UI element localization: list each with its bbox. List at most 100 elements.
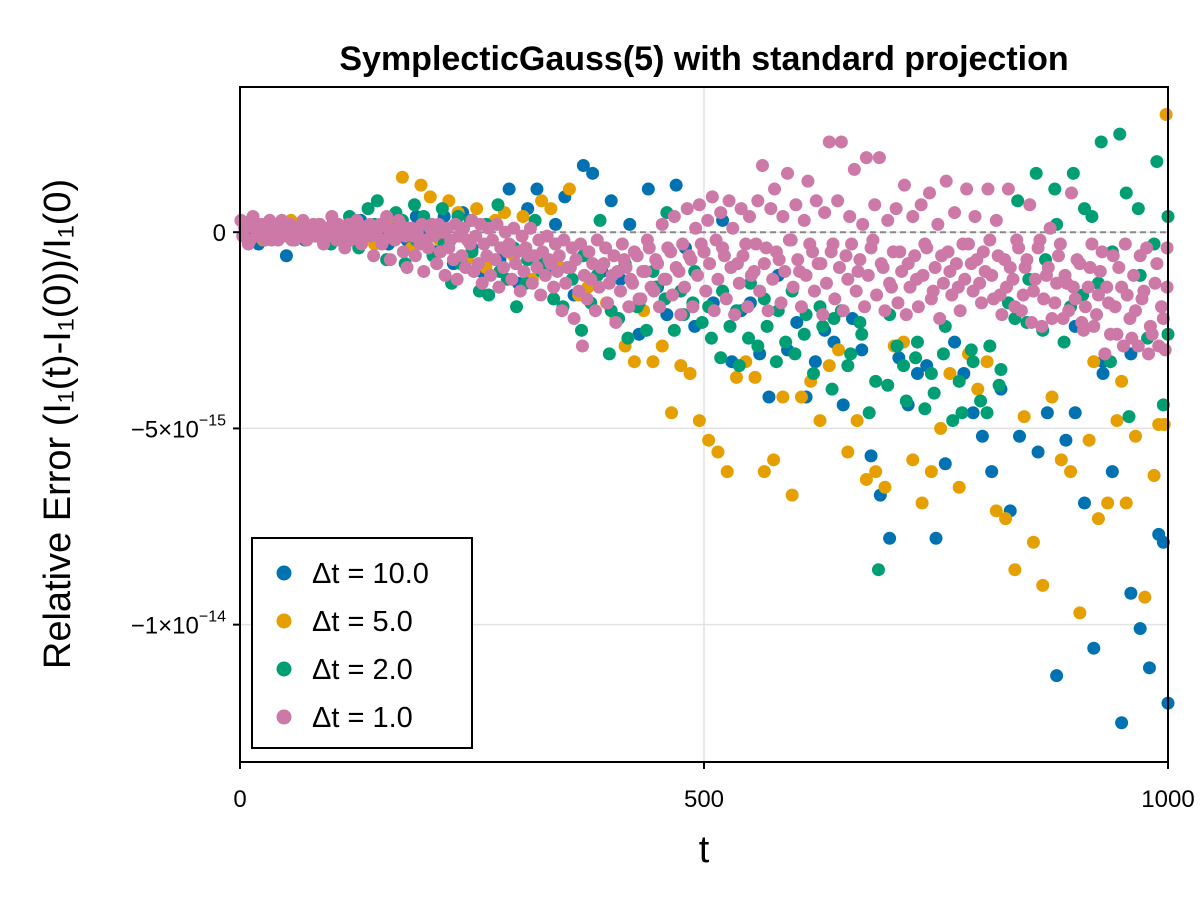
data-point (547, 292, 561, 306)
data-point (621, 331, 635, 345)
legend-items: Δt = 10.0 Δt = 5.0 Δt = 2.0 Δt = 1.0 (276, 558, 429, 734)
data-point (1016, 288, 1030, 302)
data-point (834, 135, 848, 149)
data-point (994, 363, 1008, 377)
data-point (961, 237, 975, 251)
data-point (818, 206, 832, 220)
data-point (417, 264, 431, 278)
data-point (438, 268, 452, 282)
data-point (627, 245, 641, 259)
data-point (423, 190, 437, 204)
data-point (776, 210, 790, 224)
chart-title: SymplecticGauss(5) with standard project… (339, 40, 1068, 78)
data-point (764, 202, 778, 216)
data-point (971, 382, 985, 396)
data-point (1108, 300, 1122, 314)
data-point (377, 233, 391, 247)
data-point (1057, 335, 1071, 349)
data-point (510, 245, 524, 259)
data-point (822, 135, 836, 149)
data-point (1145, 327, 1159, 341)
data-point (627, 355, 641, 369)
data-point (886, 245, 900, 259)
data-point (803, 237, 817, 251)
data-point (891, 296, 905, 310)
legend-marker (276, 661, 292, 677)
legend-marker (276, 709, 292, 725)
data-point (395, 170, 409, 184)
data-point (703, 257, 717, 271)
data-point (1070, 253, 1084, 267)
data-point (694, 237, 708, 251)
data-point (396, 245, 410, 259)
data-point (924, 292, 938, 306)
x-axis-ticks: 0 500 1000 (233, 762, 1195, 813)
data-point (470, 202, 484, 216)
data-point (847, 162, 861, 176)
data-point (761, 304, 775, 318)
data-point (981, 182, 995, 196)
data-point (759, 241, 773, 255)
data-point (841, 272, 855, 286)
data-point (955, 406, 969, 420)
data-point (742, 210, 756, 224)
data-point (532, 233, 546, 247)
data-point (849, 284, 863, 298)
data-point (549, 237, 563, 251)
data-point (702, 433, 716, 447)
data-point (1106, 249, 1120, 263)
data-point (841, 445, 855, 459)
data-point (878, 304, 892, 318)
data-point (853, 315, 867, 329)
data-point (749, 237, 763, 251)
data-point (1073, 606, 1087, 620)
data-point (964, 343, 978, 357)
data-point (361, 202, 375, 216)
data-point (983, 233, 997, 247)
data-point (1066, 166, 1080, 180)
data-point (572, 284, 586, 298)
data-point (383, 253, 397, 267)
data-point (980, 355, 994, 369)
data-point (843, 210, 857, 224)
data-point (774, 296, 788, 310)
data-point (899, 308, 913, 322)
data-point (789, 198, 803, 212)
data-point (1085, 237, 1099, 251)
data-point (722, 194, 736, 208)
data-point (502, 182, 516, 196)
data-point (978, 264, 992, 278)
data-point (661, 241, 675, 255)
data-point (1156, 535, 1170, 549)
data-point (807, 366, 821, 380)
data-point (510, 300, 524, 314)
data-point (279, 249, 293, 263)
data-point (450, 272, 464, 286)
data-point (1000, 280, 1014, 294)
data-point (732, 276, 746, 290)
data-point (809, 194, 823, 208)
data-point (874, 257, 888, 271)
data-point (613, 284, 627, 298)
data-point (1087, 641, 1101, 655)
data-point (753, 284, 767, 298)
data-point (559, 276, 573, 290)
data-point (794, 300, 808, 314)
data-point (813, 414, 827, 428)
data-point (711, 272, 725, 286)
data-point (910, 366, 924, 380)
data-point (797, 213, 811, 227)
data-point (836, 304, 850, 318)
data-point (966, 406, 980, 420)
data-point (948, 335, 962, 349)
data-point (370, 194, 384, 208)
data-point (611, 264, 625, 278)
data-point (769, 245, 783, 259)
data-point (683, 366, 697, 380)
data-point (561, 261, 575, 275)
data-point (868, 198, 882, 212)
data-point (1011, 194, 1025, 208)
data-point (890, 339, 904, 353)
data-point (832, 343, 846, 357)
data-point (1091, 288, 1105, 302)
